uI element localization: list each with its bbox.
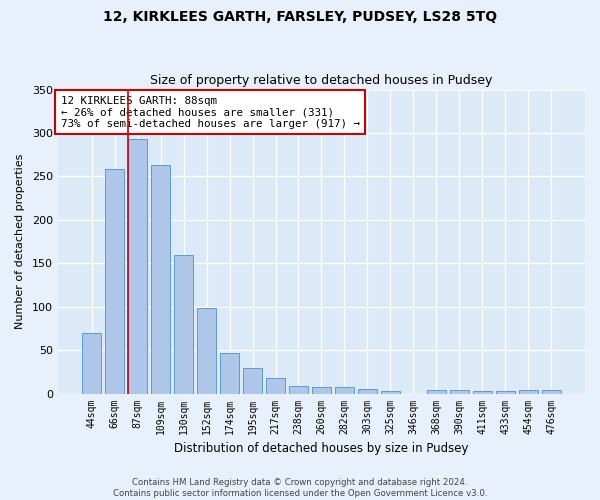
Title: Size of property relative to detached houses in Pudsey: Size of property relative to detached ho… (150, 74, 493, 87)
Bar (542, 390, 561, 394)
X-axis label: Distribution of detached houses by size in Pudsey: Distribution of detached houses by size … (174, 442, 469, 455)
Bar (311, 388, 331, 394)
Bar (358, 389, 377, 394)
Y-axis label: Number of detached properties: Number of detached properties (15, 154, 25, 329)
Bar (289, 386, 308, 394)
Text: Contains HM Land Registry data © Crown copyright and database right 2024.
Contai: Contains HM Land Registry data © Crown c… (113, 478, 487, 498)
Bar (266, 378, 285, 394)
Bar (197, 308, 217, 394)
Text: 12, KIRKLEES GARTH, FARSLEY, PUDSEY, LS28 5TQ: 12, KIRKLEES GARTH, FARSLEY, PUDSEY, LS2… (103, 10, 497, 24)
Text: 12 KIRKLEES GARTH: 88sqm
← 26% of detached houses are smaller (331)
73% of semi-: 12 KIRKLEES GARTH: 88sqm ← 26% of detach… (61, 96, 359, 129)
Bar (335, 388, 354, 394)
Bar (151, 165, 170, 394)
Bar (449, 390, 469, 394)
Bar (473, 391, 492, 394)
Bar (128, 139, 148, 394)
Bar (243, 368, 262, 394)
Bar (518, 390, 538, 394)
Bar (105, 170, 124, 394)
Bar (380, 391, 400, 394)
Bar (174, 254, 193, 394)
Bar (496, 391, 515, 394)
Bar (220, 352, 239, 394)
Bar (82, 333, 101, 394)
Bar (427, 390, 446, 394)
